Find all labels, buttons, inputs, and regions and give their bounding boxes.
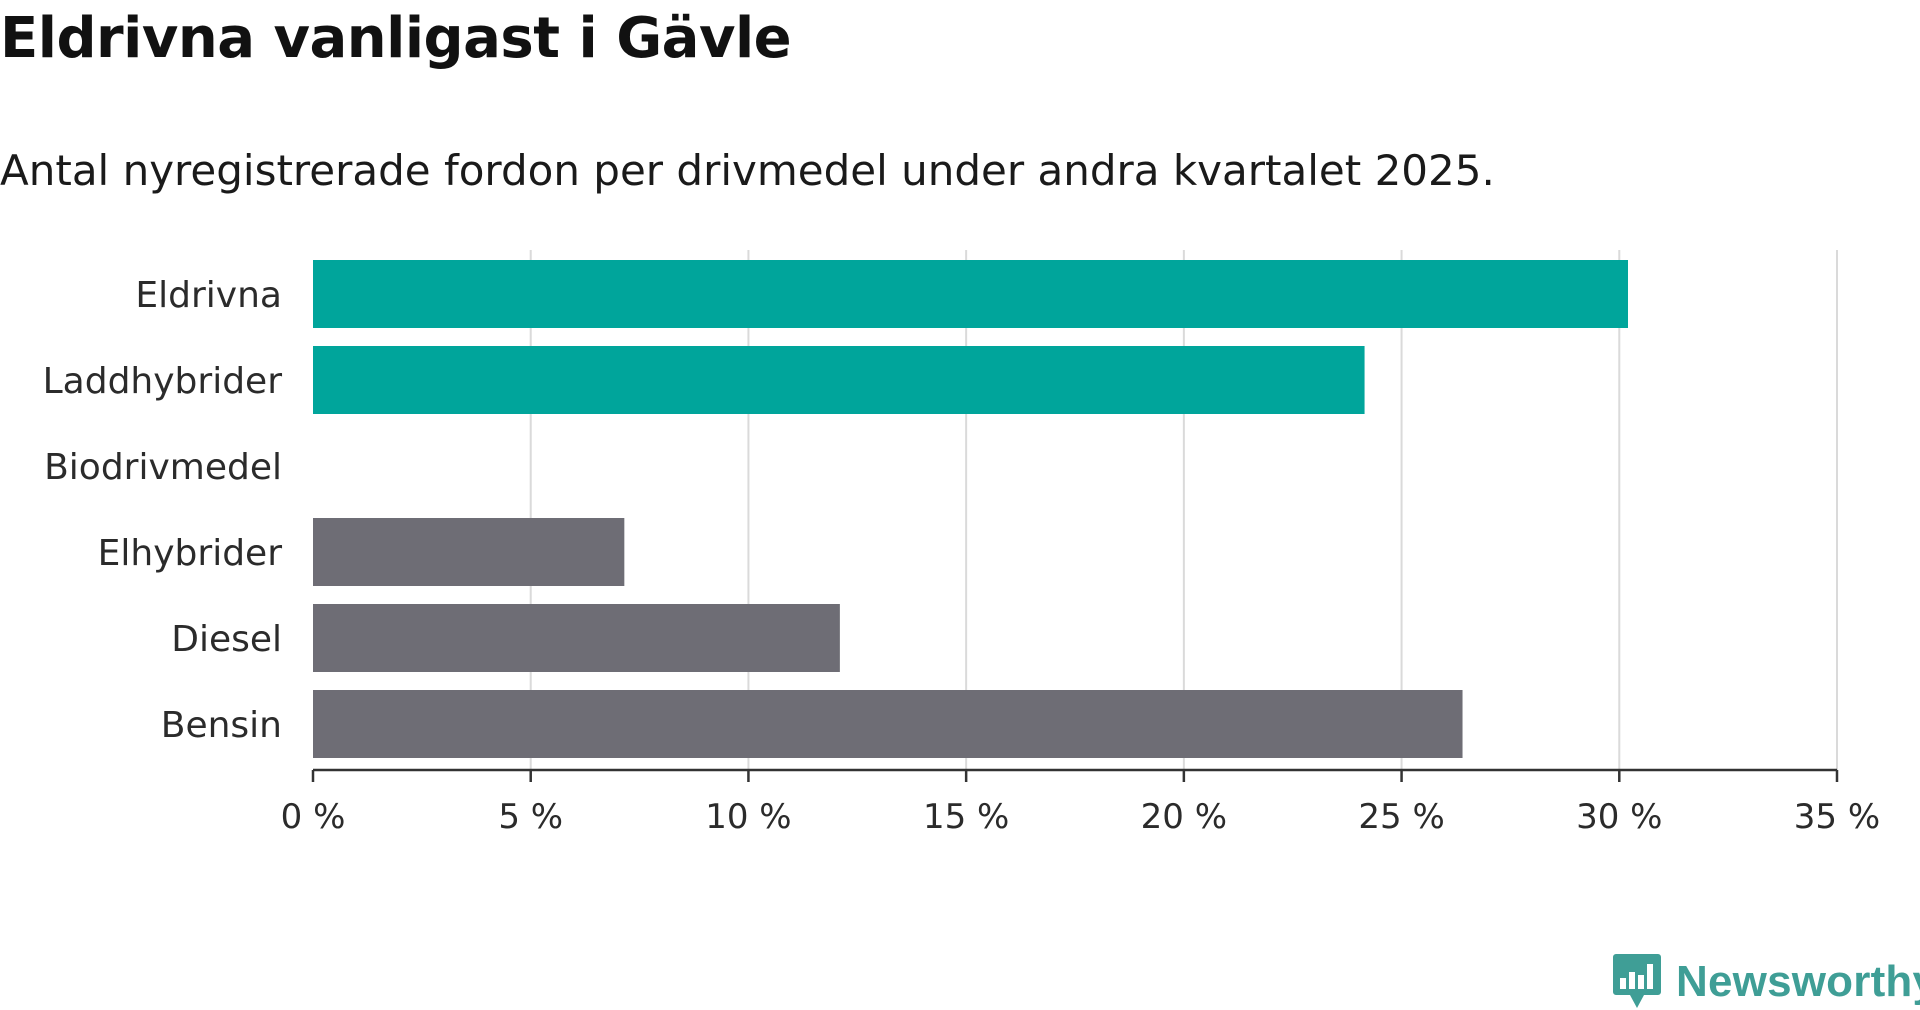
bar <box>313 260 1628 328</box>
x-tick-label: 10 % <box>705 797 791 837</box>
x-tick-label: 25 % <box>1358 797 1444 837</box>
grid-lines <box>529 250 1838 770</box>
x-tick-label: 20 % <box>1141 797 1227 837</box>
bar <box>313 518 625 586</box>
chart-subtitle: Antal nyregistrerade fordon per drivmede… <box>0 146 1495 195</box>
x-axis: 0 % 5 % 10 % 15 % 20 % 25 % 30 % 35 % <box>281 768 1880 837</box>
x-tick-label: 15 % <box>923 797 1009 837</box>
category-label: Elhybrider <box>98 533 283 574</box>
category-label: Bensin <box>161 705 282 746</box>
x-tick-label: 35 % <box>1794 797 1880 837</box>
x-tick-label: 30 % <box>1576 797 1662 837</box>
category-label: Diesel <box>171 619 282 660</box>
category-labels: Eldrivna Laddhybrider Biodrivmedel Elhybrid… <box>43 275 283 746</box>
brand-logo: Newsworthy <box>1612 952 1920 1010</box>
x-tick-label: 5 % <box>498 797 563 837</box>
bar <box>313 690 1463 758</box>
bar <box>313 604 840 672</box>
bar-chart-speech-bubble-icon <box>1613 954 1661 1008</box>
chart-title: Eldrivna vanligast i Gävle <box>0 6 792 71</box>
x-tick-label: 0 % <box>281 797 346 837</box>
category-label: Biodrivmedel <box>44 447 282 488</box>
bars <box>313 260 1628 758</box>
category-label: Laddhybrider <box>43 361 283 402</box>
category-label: Eldrivna <box>135 275 282 316</box>
brand-name: Newsworthy <box>1676 957 1920 1006</box>
bar <box>313 346 1365 414</box>
